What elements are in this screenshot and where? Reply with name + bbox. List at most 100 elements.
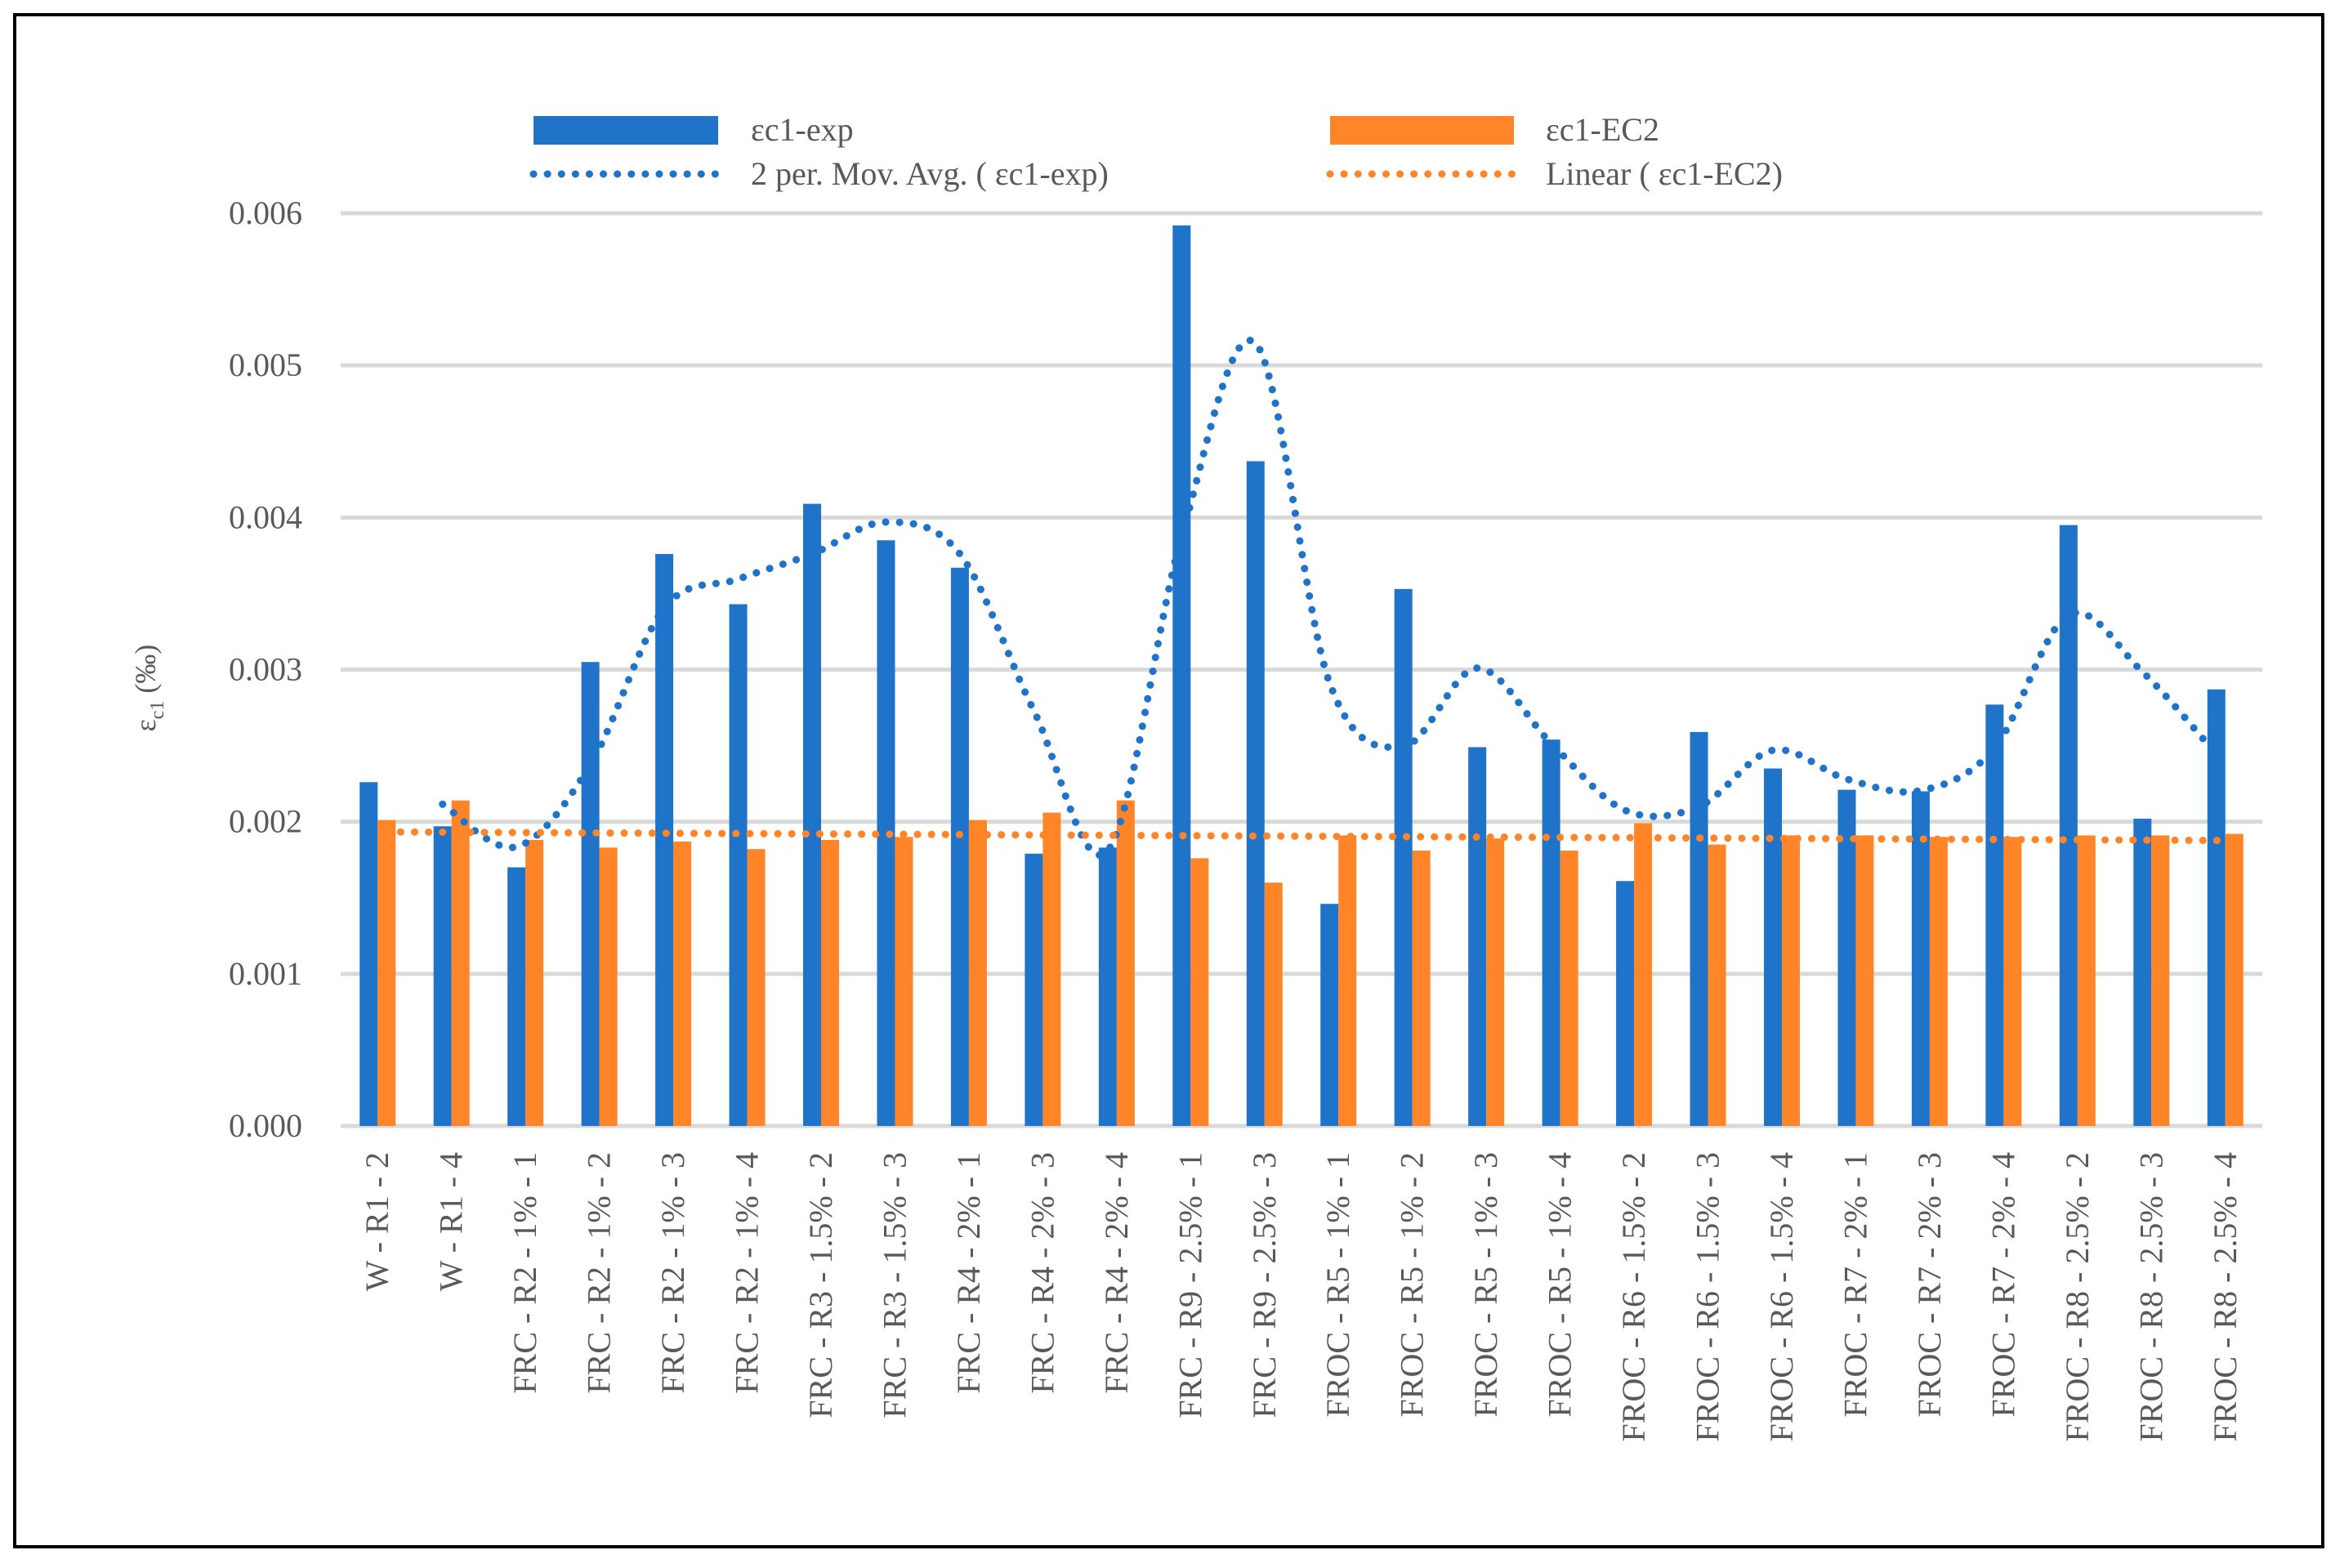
x-tick-label: FRC - R2 - 1% - 1 bbox=[507, 1152, 543, 1394]
y-tick-label: 0.001 bbox=[229, 955, 302, 992]
x-tick-label: FROC - R6 - 1.5% - 4 bbox=[1763, 1152, 1800, 1441]
x-tick-label: FRC - R2 - 1% - 3 bbox=[654, 1152, 691, 1394]
y-tick-label: 0.003 bbox=[229, 651, 302, 688]
x-tick-label: FRC - R9 - 2.5% - 3 bbox=[1246, 1152, 1283, 1418]
bar-exp bbox=[359, 782, 378, 1126]
x-tick-label: FROC - R7 - 2% - 3 bbox=[1911, 1152, 1948, 1417]
x-tick-label: FRC - R9 - 2.5% - 1 bbox=[1172, 1152, 1208, 1418]
bar-exp bbox=[1246, 461, 1265, 1126]
bar-exp bbox=[729, 604, 748, 1126]
y-tick-label: 0.004 bbox=[229, 498, 302, 535]
moving-average-trendline bbox=[439, 337, 2221, 859]
x-tick-label: FROC - R8 - 2.5% - 2 bbox=[2059, 1152, 2096, 1441]
y-tick-label: 0.002 bbox=[229, 803, 302, 840]
x-tick-label: FROC - R7 - 2% - 4 bbox=[1985, 1152, 2021, 1417]
bar-exp bbox=[1690, 731, 1708, 1126]
bar-ec2 bbox=[1412, 851, 1431, 1126]
y-axis-label: εc1 (‰) bbox=[129, 645, 168, 732]
bar-ec2 bbox=[2077, 835, 2096, 1126]
bar-ec2 bbox=[1929, 837, 1948, 1126]
legend-swatch-ec2 bbox=[1330, 116, 1514, 145]
legend-label-linear: Linear ( εc1-EC2) bbox=[1546, 155, 1783, 192]
bar-exp bbox=[1837, 789, 1856, 1126]
x-tick-label: FROC - R5 - 1% - 2 bbox=[1394, 1152, 1431, 1417]
bar-exp bbox=[433, 826, 452, 1126]
bar-ec2 bbox=[377, 820, 396, 1126]
bar-ec2 bbox=[1855, 835, 1874, 1126]
bar-exp bbox=[803, 503, 821, 1126]
legend: εc1-exp εc1-EC2 2 per. Mov. Avg. ( εc1-e… bbox=[529, 111, 1783, 192]
x-tick-label: FRC - R3 - 1.5% - 3 bbox=[876, 1152, 913, 1418]
y-tick-label: 0.006 bbox=[229, 194, 302, 231]
x-tick-label: FRC - R4 - 2% - 3 bbox=[1024, 1152, 1060, 1394]
x-tick-label: FROC - R6 - 1.5% - 3 bbox=[1690, 1152, 1726, 1441]
y-axis-label-unit: (‰) bbox=[129, 645, 162, 701]
bar-exp bbox=[2059, 525, 2078, 1126]
bar-ec2 bbox=[895, 837, 913, 1126]
y-tick-label: 0.000 bbox=[229, 1107, 302, 1144]
legend-label-exp: εc1-exp bbox=[751, 111, 854, 148]
bar-exp bbox=[507, 867, 526, 1126]
bar-ec2 bbox=[1560, 851, 1578, 1126]
bar-ec2 bbox=[2151, 835, 2170, 1126]
bar-exp bbox=[1320, 904, 1339, 1126]
bar-exp bbox=[1985, 704, 2004, 1126]
bar-ec2 bbox=[2225, 833, 2244, 1126]
chart-svg: 0.000 0.001 0.002 0.003 0.004 0.005 0.006 W - … bbox=[129, 111, 2262, 1441]
bar-exp bbox=[1025, 853, 1043, 1126]
bar-ec2 bbox=[525, 840, 544, 1126]
bar-exp bbox=[655, 554, 674, 1126]
legend-label-moving-average: 2 per. Mov. Avg. ( εc1-exp) bbox=[751, 155, 1109, 192]
x-tick-label: W - R1 - 2 bbox=[359, 1152, 395, 1291]
x-tick-label: FRC - R2 - 1% - 2 bbox=[581, 1152, 618, 1394]
bar-exp bbox=[877, 540, 895, 1126]
y-tick-label: 0.005 bbox=[229, 346, 302, 383]
chart-frame: 0.000 0.001 0.002 0.003 0.004 0.005 0.006 W - … bbox=[13, 13, 2324, 1548]
x-tick-label: FROC - R7 - 2% - 1 bbox=[1837, 1152, 1873, 1417]
bar-ec2 bbox=[599, 847, 618, 1126]
bar-exp bbox=[950, 567, 969, 1126]
bar-ec2 bbox=[673, 841, 692, 1126]
linear-trendline bbox=[382, 828, 2239, 845]
bar-ec2 bbox=[2003, 837, 2022, 1126]
bar-exp bbox=[581, 662, 600, 1126]
bar-ec2 bbox=[1486, 838, 1505, 1126]
bar-exp bbox=[1172, 225, 1191, 1126]
x-axis-tick-labels: W - R1 - 2 W - R1 - 4 FRC - R2 - 1% - 1 FRC… bbox=[359, 1152, 2244, 1441]
x-tick-label: FRC - R4 - 2% - 4 bbox=[1098, 1152, 1135, 1394]
x-tick-label: FROC - R6 - 1.5% - 2 bbox=[1615, 1152, 1652, 1441]
bar-ec2 bbox=[1264, 882, 1283, 1126]
bar-exp bbox=[1542, 739, 1560, 1126]
y-axis-label-subscript: c1 bbox=[147, 701, 168, 720]
gridlines bbox=[341, 211, 2262, 1128]
legend-swatch-exp bbox=[534, 116, 718, 145]
bar-exp bbox=[1394, 588, 1413, 1126]
bar-ec2 bbox=[1338, 835, 1357, 1126]
y-axis-tick-labels: 0.000 0.001 0.002 0.003 0.004 0.005 0.006 bbox=[229, 194, 302, 1144]
bar-ec2 bbox=[968, 820, 987, 1126]
bar-exp bbox=[1764, 768, 1782, 1126]
bar-ec2 bbox=[451, 800, 470, 1126]
bars bbox=[359, 225, 2244, 1126]
bar-ec2 bbox=[1190, 858, 1209, 1126]
bar-exp bbox=[2133, 818, 2152, 1126]
legend-label-ec2: εc1-EC2 bbox=[1546, 111, 1659, 148]
x-tick-label: FROC - R5 - 1% - 1 bbox=[1319, 1152, 1356, 1417]
bar-exp bbox=[1098, 847, 1117, 1126]
bar-exp bbox=[2207, 689, 2226, 1126]
x-tick-label: FRC - R2 - 1% - 4 bbox=[729, 1152, 766, 1394]
x-tick-label: FROC - R5 - 1% - 3 bbox=[1467, 1152, 1504, 1417]
x-tick-label: FRC - R4 - 2% - 1 bbox=[950, 1152, 987, 1394]
bar-ec2 bbox=[1782, 835, 1800, 1126]
bar-exp bbox=[1911, 791, 1930, 1126]
bar-exp bbox=[1468, 747, 1487, 1126]
x-tick-label: FROC - R8 - 2.5% - 4 bbox=[2207, 1152, 2244, 1441]
x-tick-label: FROC - R5 - 1% - 4 bbox=[1542, 1152, 1578, 1417]
bar-ec2 bbox=[1634, 823, 1653, 1126]
bar-ec2 bbox=[747, 849, 766, 1126]
trendlines bbox=[382, 337, 2239, 859]
x-tick-label: FRC - R3 - 1.5% - 2 bbox=[802, 1152, 839, 1418]
x-tick-label: FROC - R8 - 2.5% - 3 bbox=[2132, 1152, 2169, 1441]
bar-ec2 bbox=[1116, 800, 1135, 1126]
y-axis-label-symbol: ε bbox=[129, 719, 162, 731]
